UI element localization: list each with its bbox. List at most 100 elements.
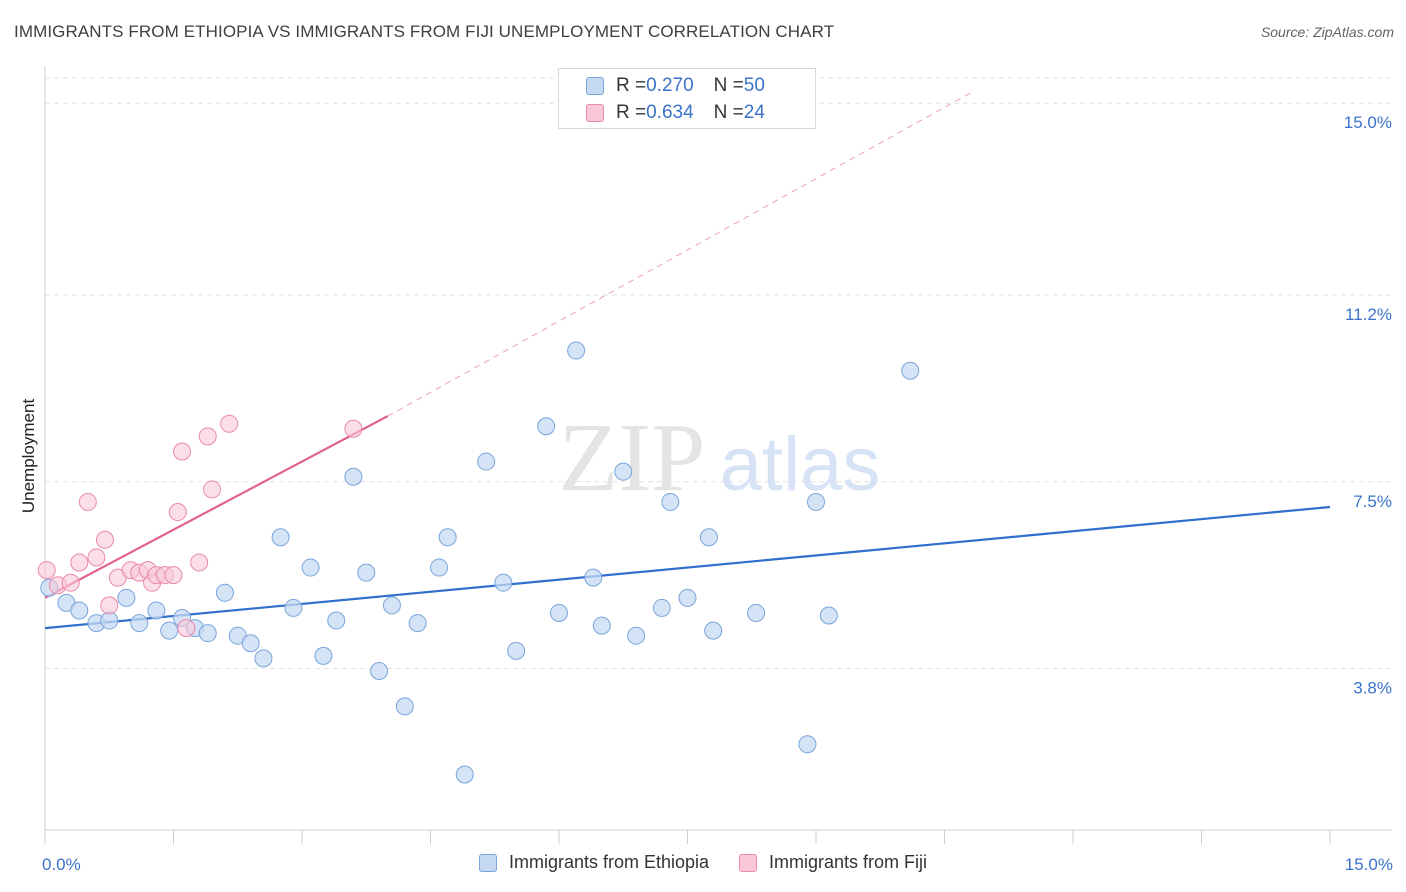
ethiopia-point [798, 735, 817, 754]
series-label-fiji: Immigrants from Fiji [769, 852, 928, 872]
fiji-point [70, 553, 89, 572]
y-tick-label: 11.2% [1345, 305, 1392, 324]
ethiopia-point [314, 646, 333, 665]
fiji-point [173, 442, 192, 461]
ethiopia-points [40, 341, 920, 784]
ethiopia-point [395, 697, 414, 716]
ethiopia-point [550, 603, 568, 622]
ethiopia-point [160, 621, 179, 640]
ethiopia-point [747, 603, 766, 622]
series-swatch-ethiopia [478, 853, 497, 872]
series-legend: Immigrants from Ethiopia Immigrants from… [0, 852, 1406, 873]
ethiopia-trend-line [44, 505, 1331, 630]
series-label-ethiopia: Immigrants from Ethiopia [508, 852, 710, 872]
ethiopia-point [130, 614, 149, 633]
watermark-zip: ZIP [559, 404, 706, 512]
ethiopia-point [661, 492, 680, 511]
fiji-points [37, 414, 363, 638]
fiji-point [198, 427, 217, 446]
ethiopia-point [147, 601, 166, 620]
chart-title: IMMIGRANTS FROM ETHIOPIA VS IMMIGRANTS F… [14, 22, 835, 41]
ethiopia-point [807, 492, 825, 511]
ethiopia-point [567, 341, 586, 360]
axes [44, 66, 1392, 844]
watermark: ZIP atlas [559, 404, 881, 512]
fiji-point [78, 492, 97, 511]
ethiopia-point [438, 528, 457, 547]
ethiopia-point [901, 361, 920, 380]
fiji-point [61, 573, 80, 592]
x-tick-label: 15.0% [1345, 855, 1393, 874]
series-swatch-fiji [739, 853, 758, 872]
legend-n-label: N = [713, 75, 744, 96]
ethiopia-point [699, 528, 718, 547]
ethiopia-point [704, 621, 723, 640]
legend-r-label: R = [616, 75, 647, 96]
fiji-point [177, 619, 196, 638]
ethiopia-point [215, 583, 234, 602]
ethiopia-point [100, 611, 119, 630]
fiji-point [190, 553, 209, 572]
fiji-point [164, 566, 183, 585]
y-axis-label: Unemployment [19, 399, 38, 514]
ethiopia-point [198, 624, 217, 643]
series-legend-ethiopia: Immigrants from Ethiopia [478, 852, 710, 873]
fiji-point [168, 503, 187, 522]
ethiopia-point [627, 626, 646, 645]
ethiopia-point [430, 558, 449, 577]
y-tick-label: 15.0% [1344, 113, 1392, 132]
fiji-point [220, 414, 239, 433]
trend-lines [44, 92, 1331, 630]
ethiopia-point [408, 614, 427, 633]
ethiopia-point [370, 662, 389, 681]
legend-n-value: 24 [743, 102, 765, 123]
tick-labels: 3.8% 7.5% 11.2% 15.0% 0.0% 15.0% [42, 113, 1393, 874]
legend-row-fiji: R = 0.634 N = 24 [586, 101, 765, 125]
fiji-point [100, 596, 119, 615]
legend-swatch-fiji [586, 104, 604, 122]
ethiopia-point [537, 417, 556, 436]
ethiopia-point [327, 611, 346, 630]
legend-r-value: 0.634 [646, 102, 694, 123]
series-legend-fiji: Immigrants from Fiji [739, 852, 927, 873]
ethiopia-point [271, 528, 290, 547]
ethiopia-point [301, 558, 320, 577]
legend-n-label: N = [713, 102, 744, 123]
fiji-point [87, 548, 106, 567]
ethiopia-point [70, 601, 89, 620]
ethiopia-point [344, 467, 363, 486]
ethiopia-point [284, 598, 303, 617]
ethiopia-point [584, 568, 603, 587]
fiji-trend-line [44, 415, 389, 599]
watermark-atlas: atlas [720, 422, 881, 507]
legend-row-ethiopia: R = 0.270 N = 50 [586, 74, 765, 98]
legend-r-label: R = [616, 102, 647, 123]
ethiopia-point [652, 598, 671, 617]
y-tick-label: 3.8% [1353, 678, 1392, 697]
ethiopia-point [819, 606, 838, 625]
ethiopia-point [241, 634, 260, 653]
legend-swatch-ethiopia [586, 77, 604, 95]
fiji-point [95, 530, 114, 549]
x-tick-label: 0.0% [42, 855, 81, 874]
ethiopia-point [117, 588, 136, 607]
ethiopia-point [477, 452, 496, 471]
ethiopia-point [614, 462, 633, 481]
ethiopia-point [357, 563, 376, 582]
ethiopia-point [678, 588, 697, 607]
y-tick-label: 7.5% [1353, 492, 1392, 511]
ethiopia-point [494, 573, 513, 592]
ethiopia-point [507, 641, 526, 660]
fiji-trend-extension [387, 92, 971, 417]
ethiopia-point [382, 596, 401, 615]
legend-n-value: 50 [743, 75, 765, 96]
ethiopia-point [592, 616, 611, 635]
ethiopia-point [455, 765, 474, 784]
source-label: Source: ZipAtlas.com [1260, 24, 1394, 40]
fiji-point [344, 419, 363, 438]
ethiopia-point [254, 649, 273, 668]
fiji-point [203, 480, 222, 499]
grid-lines [45, 77, 1392, 669]
stats-legend: R = 0.270 N = 50 R = 0.634 N = 24 [558, 68, 816, 129]
